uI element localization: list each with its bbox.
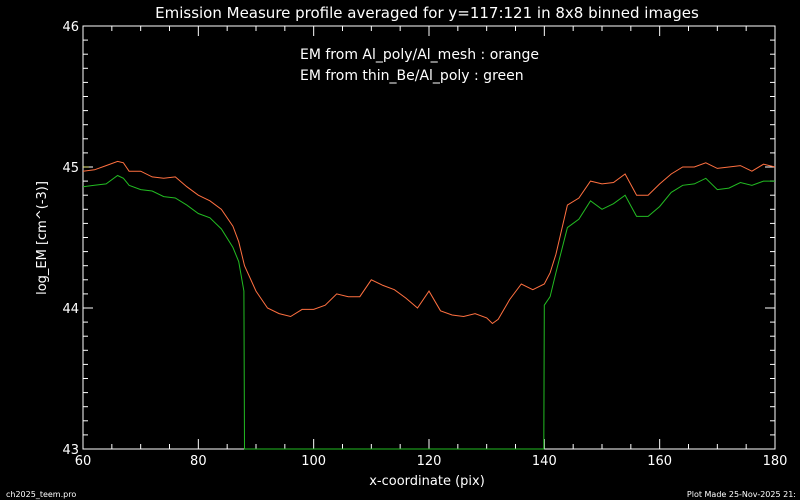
series-line-orange <box>82 160 776 325</box>
x-tick-label: 60 <box>75 454 92 469</box>
y-tick-label: 44 <box>62 302 79 317</box>
series-line-green <box>82 174 775 450</box>
x-tick-label: 140 <box>532 454 557 469</box>
x-tick-label: 180 <box>763 454 788 469</box>
x-tick-label: 80 <box>190 454 207 469</box>
x-axis-label: x-coordinate (pix) <box>369 474 485 489</box>
x-tick-label: 120 <box>417 454 442 469</box>
x-tick-label: 160 <box>647 454 672 469</box>
x-tick-label: 100 <box>301 454 326 469</box>
y-axis-label: log_EM [cm^(-3)] <box>35 181 50 295</box>
footer-right: Plot Made 25-Nov-2025 21: <box>687 490 796 499</box>
y-tick-label: 46 <box>62 20 79 35</box>
annotation-green: EM from thin_Be/Al_poly : green <box>300 68 524 84</box>
footer-left: ch2025_teem.pro <box>6 490 76 499</box>
y-tick-label: 45 <box>62 161 79 176</box>
chart-title: Emission Measure profile averaged for y=… <box>155 4 699 22</box>
y-tick-label: 43 <box>62 443 79 458</box>
annotation-orange: EM from Al_poly/Al_mesh : orange <box>300 47 539 63</box>
